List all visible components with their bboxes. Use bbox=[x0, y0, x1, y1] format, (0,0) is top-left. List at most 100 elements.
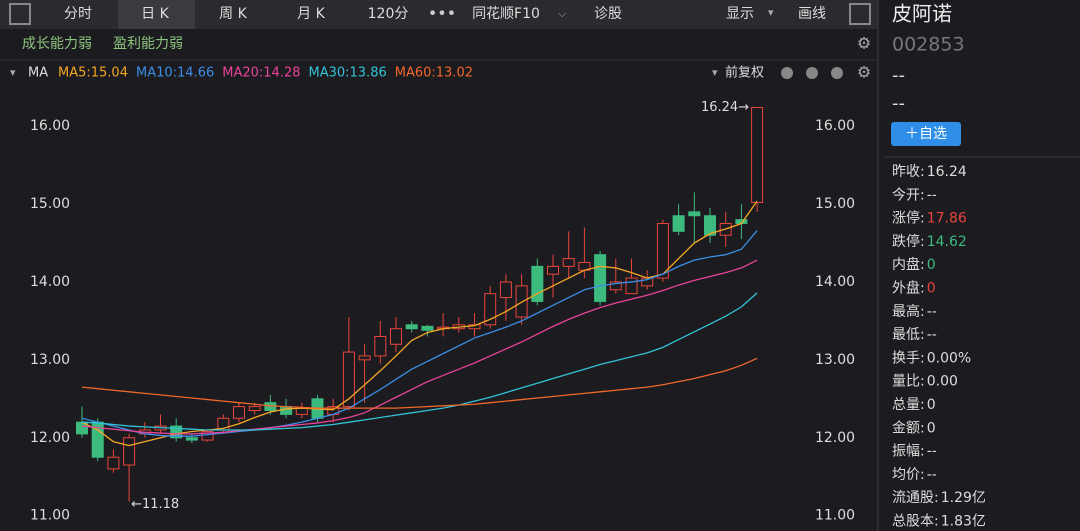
stat-label: 振幅: bbox=[892, 444, 925, 460]
tab[interactable]: 日 K bbox=[141, 6, 169, 22]
stat-value: 0.00 bbox=[927, 374, 958, 390]
tab[interactable]: 诊股 bbox=[594, 6, 622, 22]
watch-button[interactable] bbox=[891, 122, 961, 146]
stock-code: 002853 bbox=[892, 34, 965, 56]
tab[interactable]: 周 K bbox=[219, 6, 247, 22]
stat-label: 最高: bbox=[892, 303, 925, 320]
tab[interactable]: 分时 bbox=[64, 6, 92, 22]
stat-label: 外盘: bbox=[892, 280, 925, 297]
stat-label: 均价: bbox=[892, 467, 925, 483]
tag[interactable]: 盈利能力弱 bbox=[113, 36, 183, 52]
stat-value: 1.83亿 bbox=[941, 514, 986, 530]
stat-label: 总股本: bbox=[892, 514, 939, 530]
stat-value: 0 bbox=[927, 257, 936, 273]
stat-value: 0.00% bbox=[927, 350, 971, 366]
candle-body bbox=[123, 437, 136, 466]
candle-body bbox=[484, 293, 497, 326]
candle-body bbox=[421, 325, 434, 331]
stat-value: -- bbox=[927, 304, 937, 320]
candle-body bbox=[625, 277, 638, 295]
y-tick-label: 16.00 bbox=[30, 118, 70, 134]
close-indicator[interactable] bbox=[831, 67, 843, 79]
zoom-out[interactable] bbox=[781, 67, 793, 79]
stat-label: 换手: bbox=[892, 349, 925, 366]
stat-label: 最低: bbox=[892, 327, 925, 343]
more-dots[interactable]: ••• bbox=[428, 4, 456, 23]
adjust[interactable]: 前复权 bbox=[725, 65, 764, 81]
stat-value: 0 bbox=[927, 281, 936, 297]
ma-line bbox=[81, 230, 758, 437]
tab[interactable]: 120分 bbox=[368, 6, 409, 22]
candle-body bbox=[656, 223, 669, 279]
y-tick-label: 13.00 bbox=[815, 352, 855, 368]
candle-body bbox=[280, 406, 293, 415]
stat-value: 17.86 bbox=[927, 211, 967, 227]
stat-label: 昨收: bbox=[892, 164, 925, 180]
candle-body bbox=[515, 285, 528, 318]
candle-body bbox=[609, 281, 622, 291]
candle-body bbox=[390, 328, 402, 345]
panel-icon[interactable] bbox=[849, 3, 871, 25]
candle-body bbox=[688, 211, 701, 217]
candle-body bbox=[358, 355, 371, 361]
stat-value: 0 bbox=[927, 420, 936, 436]
stat-value: -- bbox=[927, 467, 937, 483]
dropdown-arrow[interactable]: ▾ bbox=[10, 66, 16, 79]
watch-button-label[interactable]: ＋自选 bbox=[905, 126, 947, 142]
candle-body bbox=[672, 215, 685, 232]
high-annotation: 16.24→ bbox=[701, 100, 749, 115]
stat-label: 流通股: bbox=[892, 490, 939, 506]
candle-body bbox=[374, 335, 387, 357]
y-tick-label: 15.00 bbox=[30, 196, 70, 212]
y-tick-label: 16.00 bbox=[815, 118, 855, 134]
legend-entry: MA10:14.66 bbox=[136, 66, 214, 81]
tab[interactable]: 月 K bbox=[297, 6, 325, 22]
candle-body bbox=[704, 215, 716, 236]
legend-entry: MA5:15.04 bbox=[58, 66, 128, 81]
dropdown-arrow[interactable]: ⌵ bbox=[558, 7, 567, 20]
stat-label: 今开: bbox=[892, 187, 925, 203]
legend-entry: MA30:13.86 bbox=[308, 66, 386, 81]
candle-body bbox=[594, 254, 607, 302]
panel-icon[interactable] bbox=[9, 3, 31, 25]
dropdown-arrow[interactable]: ▾ bbox=[768, 6, 774, 19]
stat-label: 跌停: bbox=[892, 233, 925, 250]
stat-value: -- bbox=[927, 187, 937, 203]
change: -- bbox=[892, 93, 905, 114]
ma-line bbox=[81, 259, 758, 435]
ma-line bbox=[81, 292, 758, 431]
tab[interactable]: 同花顺F10 bbox=[472, 6, 540, 22]
candle-body bbox=[342, 351, 355, 408]
stat-value: -- bbox=[927, 327, 937, 343]
active-tab-bg bbox=[118, 0, 195, 29]
stat-value: -- bbox=[927, 444, 937, 460]
candle-body bbox=[170, 425, 183, 439]
candle-body bbox=[233, 406, 245, 419]
stat-value: 1.29亿 bbox=[941, 490, 986, 506]
toolbar-action[interactable]: 显示 bbox=[726, 6, 754, 22]
low-annotation: ←11.18 bbox=[131, 497, 179, 512]
candle-body bbox=[107, 456, 120, 470]
stat-value: 0 bbox=[927, 397, 936, 413]
y-tick-label: 11.00 bbox=[30, 508, 70, 524]
tag[interactable]: 成长能力弱 bbox=[22, 36, 92, 52]
legend-entry: MA60:13.02 bbox=[395, 66, 473, 81]
settings-icon[interactable]: ⚙ bbox=[857, 63, 871, 82]
price: -- bbox=[892, 65, 905, 86]
toolbar-action[interactable]: 画线 bbox=[798, 6, 826, 22]
dropdown-arrow: ▾ bbox=[712, 66, 718, 79]
candle-body bbox=[185, 437, 198, 441]
settings-icon[interactable]: ⚙ bbox=[857, 34, 871, 53]
stat-value: 14.62 bbox=[927, 234, 967, 250]
ma-line bbox=[81, 357, 758, 409]
indicator[interactable]: MA bbox=[28, 66, 48, 81]
zoom-in[interactable] bbox=[806, 67, 818, 79]
ma-line bbox=[81, 200, 758, 447]
stat-label: 总量: bbox=[892, 397, 925, 413]
y-tick-label: 15.00 bbox=[815, 196, 855, 212]
candle-body bbox=[531, 265, 544, 302]
y-tick-label: 11.00 bbox=[815, 508, 855, 524]
